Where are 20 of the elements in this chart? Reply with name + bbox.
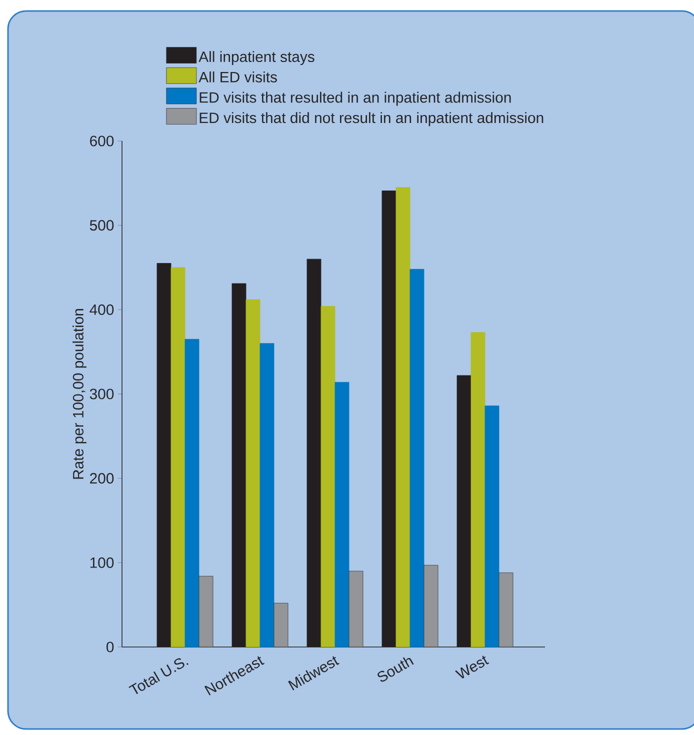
- y-tick-label: 0: [106, 642, 114, 652]
- legend-label: ED visits that did not result in an inpatient admission: [200, 112, 544, 126]
- y-tick-label: 600: [90, 136, 114, 146]
- x-tick-label: Total U.S.: [128, 658, 188, 694]
- bar: [348, 570, 364, 647]
- x-tick-label: West: [454, 656, 490, 678]
- legend-label: All inpatient stays: [198, 51, 314, 66]
- y-tick-label: 500: [90, 220, 114, 231]
- bar: [274, 602, 288, 647]
- legend-label: All ED visits: [198, 71, 277, 82]
- y-tick-label: 200: [90, 473, 114, 484]
- y-tick-label: 400: [90, 304, 114, 315]
- legend-label: ED visits that resulted in an inpatient admission: [200, 92, 511, 106]
- y-tick-label: 100: [90, 557, 114, 568]
- y-axis-title: Rate per 100,00 poulation: [72, 309, 86, 479]
- bar: [498, 572, 514, 647]
- bar: [424, 564, 438, 647]
- y-tick-label: 300: [90, 388, 114, 400]
- x-tick-label: South: [378, 657, 414, 682]
- bar: [198, 576, 214, 647]
